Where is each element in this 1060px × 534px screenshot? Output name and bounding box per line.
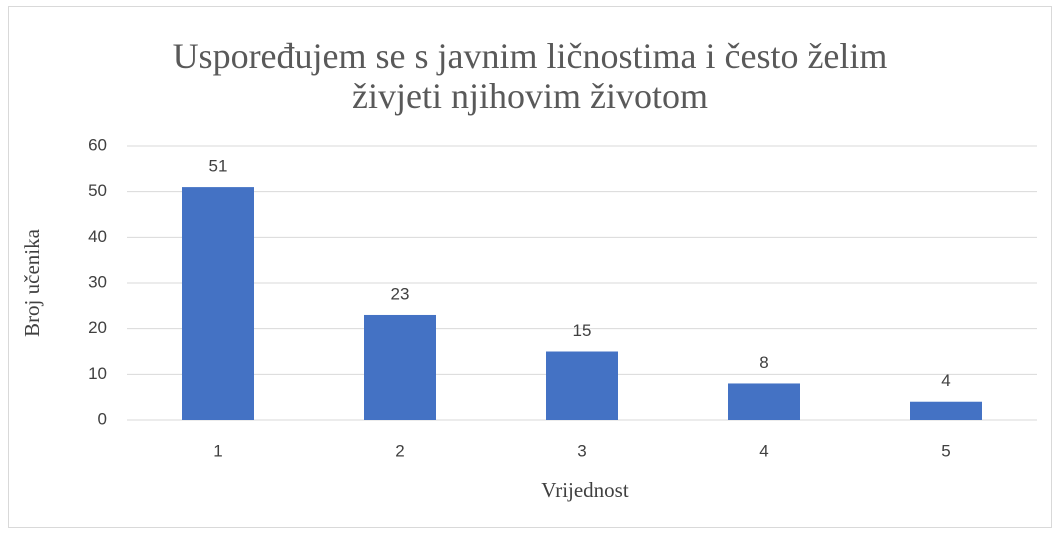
data-label: 8 bbox=[759, 353, 768, 372]
y-tick-label: 40 bbox=[88, 227, 107, 246]
y-tick-label: 20 bbox=[88, 318, 107, 337]
bar bbox=[910, 401, 982, 420]
y-axis-label: Broj učenika bbox=[20, 228, 44, 337]
x-tick-label: 1 bbox=[213, 441, 222, 460]
data-label: 23 bbox=[391, 284, 410, 303]
chart-title: Uspoređujem se s javnim ličnostima i čes… bbox=[172, 36, 888, 116]
x-tick-label: 2 bbox=[395, 441, 404, 460]
data-label: 4 bbox=[941, 371, 950, 390]
x-tick-label: 4 bbox=[759, 441, 768, 460]
y-tick-label: 60 bbox=[88, 135, 107, 154]
data-label: 51 bbox=[209, 157, 228, 176]
y-tick-label: 10 bbox=[88, 364, 107, 383]
bar bbox=[364, 314, 436, 420]
y-tick-label: 30 bbox=[88, 272, 107, 291]
x-tick-label: 3 bbox=[577, 441, 586, 460]
y-tick-label: 0 bbox=[98, 409, 107, 428]
data-label: 15 bbox=[573, 321, 592, 340]
bar bbox=[182, 187, 254, 420]
y-tick-label: 50 bbox=[88, 181, 107, 200]
x-axis-label: Vrijednost bbox=[541, 478, 629, 502]
chart-border bbox=[8, 6, 1052, 528]
bar bbox=[728, 383, 800, 420]
bar bbox=[546, 351, 618, 420]
x-tick-label: 5 bbox=[941, 441, 950, 460]
